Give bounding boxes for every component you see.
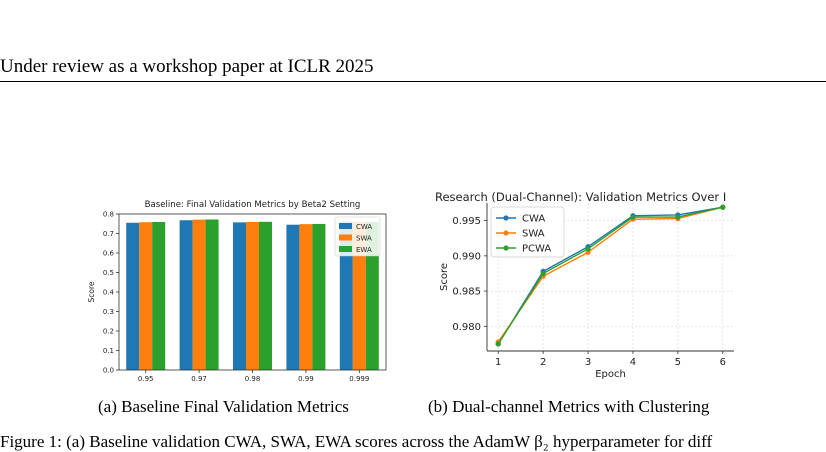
legend-marker-cwa [503,215,509,221]
caption-b: (b) Dual-channel Metrics with Clustering [428,397,710,416]
bar-ewa [259,221,272,370]
legend-label-swa: SWA [522,229,545,240]
bar-cwa [233,222,246,370]
data-point-pcwa [540,270,546,277]
dual-channel-line-chart: Research (Dual-Channel): Validation Metr… [435,190,734,380]
y-tick-label: 0.8 [103,211,114,219]
y-tick-label: 0.2 [103,328,114,336]
baseline-bar-chart: Baseline: Final Validation Metrics by Be… [87,200,387,383]
y-tick-label: 0.6 [103,250,115,258]
data-point-pcwa [585,246,591,252]
x-axis-label: Epoch [595,369,626,380]
x-tick-label: 5 [675,357,681,368]
y-tick-label: 0.1 [103,347,114,355]
y-tick-label: 0.5 [103,269,114,277]
running-header: Under review as a workshop paper at ICLR… [0,56,374,77]
x-tick-label: 6 [720,357,726,368]
bar-swa [139,222,153,370]
series-line-cwa [497,206,723,345]
caption-a: (a) Baseline Final Validation Metrics [98,397,349,416]
legend-swatch-cwa [339,223,352,229]
chart-title: Baseline: Final Validation Metrics by Be… [145,200,361,210]
y-tick-label: 0.3 [103,308,114,316]
bar-swa [246,221,259,370]
y-tick-label: 0.980 [452,322,481,333]
bar-ewa [365,221,379,370]
x-tick-label: 0.99 [298,375,314,383]
data-point-pcwa [495,341,501,347]
bar-cwa [179,220,193,370]
y-axis-label: Score [87,281,96,302]
y-tick-label: 0.990 [452,251,481,262]
x-tick-label: 0.97 [191,375,207,383]
legend-marker-swa [503,230,509,236]
bar-swa [192,219,206,370]
legend-label-ewa: EWA [356,246,372,254]
data-point-pcwa [630,214,636,220]
x-tick-label: 1 [495,357,501,368]
bar-swa [299,224,313,370]
legend-label-cwa: CWA [522,214,545,225]
legend-marker-pcwa [503,245,509,251]
header-rule [0,81,826,82]
y-tick-label: 0.7 [103,230,114,238]
legend-swatch-ewa [339,246,352,252]
y-tick-label: 0.4 [103,289,115,297]
bar-ewa [205,219,219,370]
x-tick-label: 4 [630,357,636,368]
figure-caption-text: Figure 1: (a) Baseline validation CWA, S… [0,432,713,451]
x-tick-label: 3 [585,357,591,368]
plot-frame [118,213,387,371]
x-tick-label: 0.95 [138,375,154,383]
chart-title: Research (Dual-Channel): Validation Metr… [435,190,726,204]
x-tick-label: 0.999 [349,375,369,383]
legend-swatch-swa [339,234,352,241]
data-point-pcwa [675,214,681,220]
bar-swa [352,221,366,370]
legend-label-cwa: CWA [356,223,372,231]
y-tick-label: 0.0 [103,367,114,375]
legend-box [490,206,565,258]
series-line-swa [497,206,723,343]
y-axis-label: Score [439,263,450,291]
bar-cwa [339,221,353,370]
bar-ewa [312,223,326,370]
bar-ewa [152,221,166,370]
legend-label-pcwa: PCWA [522,244,551,255]
legend-label-swa: SWA [356,235,372,243]
x-tick-label: 0.98 [245,375,261,383]
x-tick-label: 2 [540,357,546,368]
series-line-pcwa [497,206,723,345]
bar-cwa [126,222,140,370]
y-tick-label: 0.995 [452,216,481,227]
y-tick-label: 0.985 [452,287,481,298]
data-point-pcwa [720,204,726,210]
bar-cwa [286,224,300,370]
